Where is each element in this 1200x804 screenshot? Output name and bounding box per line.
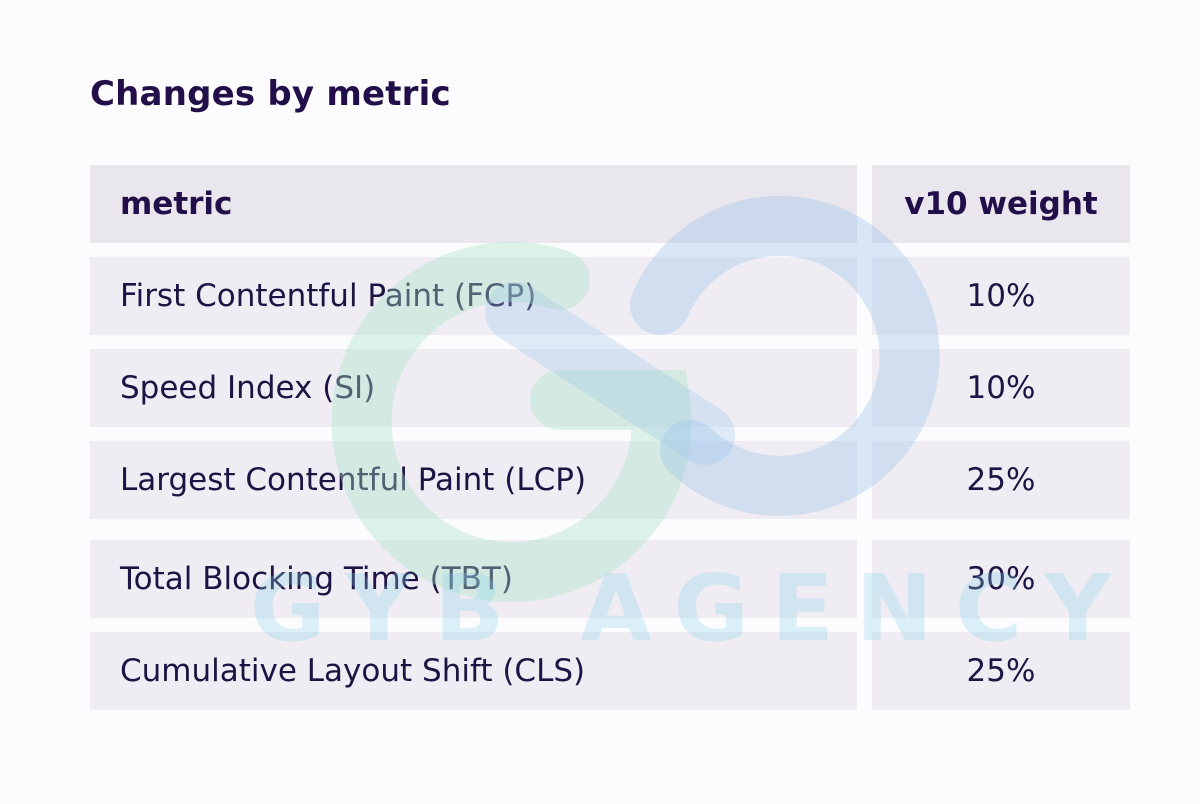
table-row: Largest Contentful Paint (LCP) 25%: [90, 441, 1130, 519]
header-weight: v10 weight: [872, 165, 1130, 243]
table-row: Speed Index (SI) 10%: [90, 349, 1130, 427]
table-row: Total Blocking Time (TBT) 30%: [90, 540, 1130, 618]
weight-cell: 25%: [872, 441, 1130, 519]
weight-cell: 25%: [872, 632, 1130, 710]
table-row: First Contentful Paint (FCP) 10%: [90, 257, 1130, 335]
weight-cell: 10%: [872, 257, 1130, 335]
weight-cell: 10%: [872, 349, 1130, 427]
metric-cell: First Contentful Paint (FCP): [90, 257, 857, 335]
table-row: Cumulative Layout Shift (CLS) 25%: [90, 632, 1130, 710]
table-header-row: metric v10 weight: [90, 165, 1130, 243]
weight-cell: 30%: [872, 540, 1130, 618]
metric-cell: Cumulative Layout Shift (CLS): [90, 632, 857, 710]
metric-cell: Speed Index (SI): [90, 349, 857, 427]
page-title: Changes by metric: [90, 74, 451, 114]
metric-cell: Total Blocking Time (TBT): [90, 540, 857, 618]
header-metric: metric: [90, 165, 857, 243]
metric-cell: Largest Contentful Paint (LCP): [90, 441, 857, 519]
